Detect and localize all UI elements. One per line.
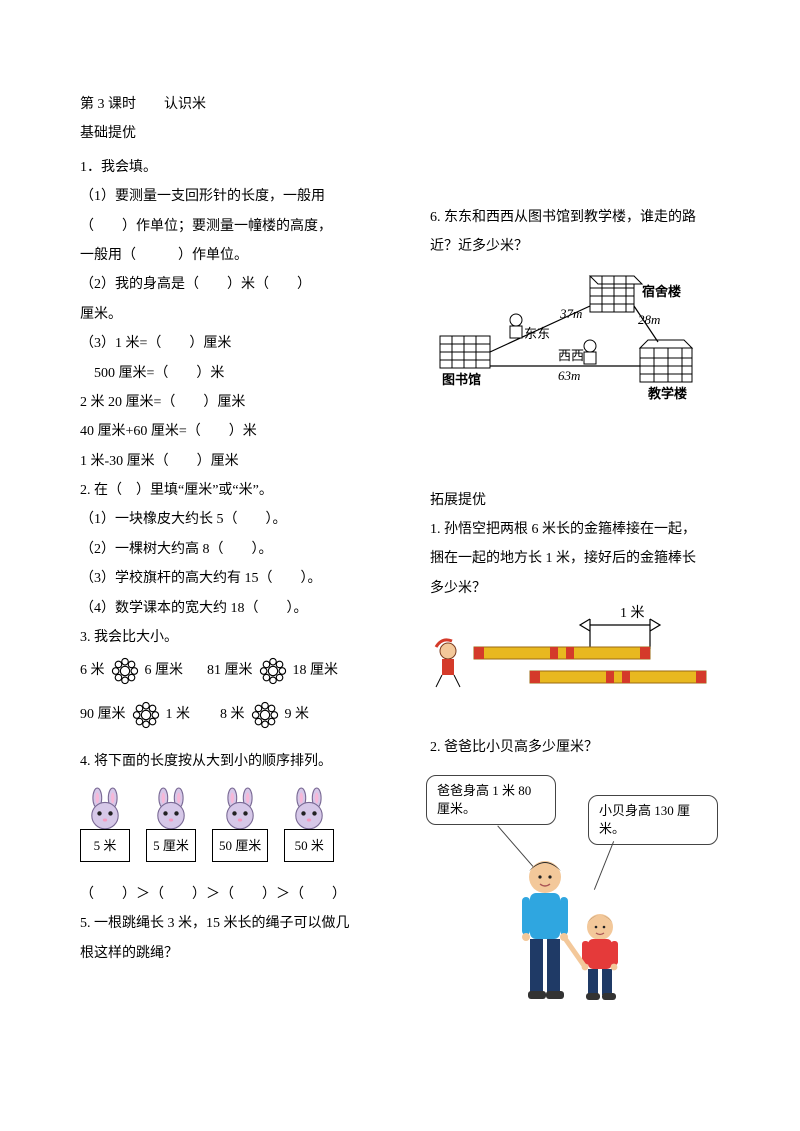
lesson-label: 第 3 课时 <box>80 97 136 112</box>
section-title: 基础提优 <box>80 119 720 148</box>
q1-2: （2）我的身高是（ ）米（ ） <box>80 270 400 299</box>
cmp3-right: 1 米 <box>166 700 191 729</box>
e1c: 多少米？ <box>430 574 720 603</box>
q2-3: （3）学校旗杆的高大约有 15（ ）。 <box>80 564 400 593</box>
cmp3-left: 90 厘米 <box>80 700 126 729</box>
rod-diagram: 1 米 <box>430 603 710 703</box>
cmp2-left: 81 厘米 <box>207 656 253 685</box>
rabbit-value: 50 米 <box>284 829 334 862</box>
cmp4-right: 9 米 <box>285 700 310 729</box>
q5a: 5. 一根跳绳长 3 米，15 米长的绳子可以做几 <box>80 909 400 938</box>
e2-title: 2. 爸爸比小贝高多少厘米？ <box>430 733 720 762</box>
compare-row: 6 米 6 厘米 81 厘米 18 厘米 <box>80 656 400 685</box>
rabbit-card: 50 米 <box>284 787 334 862</box>
q5b: 根这样的跳绳？ <box>80 939 400 968</box>
q6b: 近？近多少米？ <box>430 232 720 261</box>
flower-icon <box>132 701 160 729</box>
q6a: 6. 东东和西西从图书馆到教学楼，谁走的路 <box>430 203 720 232</box>
q2-1: （1）一块橡皮大约长 5（ ）。 <box>80 505 400 534</box>
rabbit-icon <box>287 787 331 831</box>
svg-text:宿舍楼: 宿舍楼 <box>642 284 681 299</box>
rabbit-icon <box>83 787 127 831</box>
flower-icon <box>259 657 287 685</box>
extension-title: 拓展提优 <box>430 486 720 515</box>
left-column: 1．我会填。 （1）要测量一支回形针的长度，一般用 （ ）作单位；要测量一幢楼的… <box>80 153 400 1049</box>
svg-text:图书馆: 图书馆 <box>442 372 481 387</box>
e1b: 捆在一起的地方长 1 米，接好后的金箍棒长 <box>430 544 720 573</box>
svg-text:28m: 28m <box>638 312 660 327</box>
svg-text:东东: 东东 <box>524 326 550 341</box>
q2-4: （4）数学课本的宽大约 18（ ）。 <box>80 594 400 623</box>
q1-3a: （3）1 米=（ ）厘米 <box>80 329 400 358</box>
svg-text:1 米: 1 米 <box>620 605 645 621</box>
rabbit-value: 5 厘米 <box>146 829 196 862</box>
people-diagram: 爸爸身高 1 米 80 厘米。 小贝身高 130 厘米。 <box>430 769 720 1049</box>
q1-3e: 1 米-30 厘米（ ）厘米 <box>80 447 400 476</box>
cmp4-left: 8 米 <box>220 700 245 729</box>
cmp1-right: 6 厘米 <box>145 656 184 685</box>
compare-row: 90 厘米 1 米 8 米 9 米 <box>80 700 400 729</box>
q1-3b: 500 厘米=（ ）米 <box>80 359 400 388</box>
q2-2: （2）一棵树大约高 8（ ）。 <box>80 535 400 564</box>
flower-icon <box>251 701 279 729</box>
rabbit-row: 5 米 5 厘米 50 厘米 50 米 <box>80 787 400 862</box>
rabbit-card: 5 米 <box>80 787 130 862</box>
q4-answer-blank: （ ）＞（ ）＞（ ）＞（ ） <box>80 880 400 909</box>
q1-1a: （1）要测量一支回形针的长度，一般用 <box>80 182 400 211</box>
q4-title: 4. 将下面的长度按从大到小的顺序排列。 <box>80 747 400 776</box>
q1-1b: （ ）作单位；要测量一幢楼的高度， <box>80 212 400 241</box>
rabbit-card: 50 厘米 <box>212 787 268 862</box>
q1-1c: 一般用（ ）作单位。 <box>80 241 400 270</box>
q1-3d: 40 厘米+60 厘米=（ ）米 <box>80 417 400 446</box>
flower-icon <box>111 657 139 685</box>
right-column: 6. 东东和西西从图书馆到教学楼，谁走的路 近？近多少米？ <box>430 153 720 1049</box>
svg-text:63m: 63m <box>558 368 580 383</box>
rabbit-icon <box>218 787 262 831</box>
people-icon <box>500 849 650 1029</box>
svg-text:教学楼: 教学楼 <box>647 386 687 401</box>
rabbit-value: 5 米 <box>80 829 130 862</box>
svg-text:37m: 37m <box>559 306 582 321</box>
cmp1-left: 6 米 <box>80 656 105 685</box>
q3-title: 3. 我会比大小。 <box>80 623 400 652</box>
q2-title: 2. 在（ ）里填“厘米”或“米”。 <box>80 476 400 505</box>
e1a: 1. 孙悟空把两根 6 米长的金箍棒接在一起， <box>430 515 720 544</box>
svg-text:西西: 西西 <box>558 348 584 363</box>
q1-3c: 2 米 20 厘米=（ ）厘米 <box>80 388 400 417</box>
map-diagram: 东东 37m 28m 西西 63m 图书馆 宿舍楼 教学楼 <box>430 266 700 406</box>
rabbit-icon <box>149 787 193 831</box>
q1-2b: 厘米。 <box>80 300 400 329</box>
cmp2-right: 18 厘米 <box>293 656 339 685</box>
rabbit-value: 50 厘米 <box>212 829 268 862</box>
lesson-title: 认识米 <box>164 97 206 112</box>
q1-title: 1．我会填。 <box>80 153 400 182</box>
rabbit-card: 5 厘米 <box>146 787 196 862</box>
